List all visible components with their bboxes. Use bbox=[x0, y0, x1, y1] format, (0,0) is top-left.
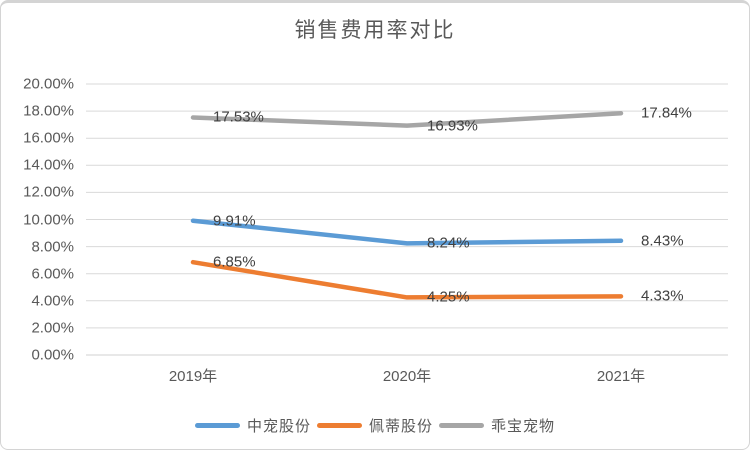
data-label: 16.93% bbox=[427, 117, 478, 135]
legend-label: 佩蒂股份 bbox=[368, 418, 433, 435]
y-axis-tick-label: 16.00% bbox=[23, 129, 74, 147]
legend-swatch-icon bbox=[194, 423, 240, 428]
data-label: 4.25% bbox=[427, 288, 470, 306]
data-label: 17.53% bbox=[213, 108, 264, 126]
y-axis-tick-label: 14.00% bbox=[23, 156, 74, 174]
data-label: 9.91% bbox=[213, 212, 256, 230]
data-label: 4.33% bbox=[641, 287, 684, 305]
y-axis-tick-label: 4.00% bbox=[31, 292, 74, 310]
legend-label: 中宠股份 bbox=[246, 418, 311, 435]
data-label: 8.24% bbox=[427, 234, 470, 252]
data-label: 6.85% bbox=[213, 253, 256, 271]
y-axis-tick-label: 12.00% bbox=[23, 183, 74, 201]
y-axis-tick-label: 18.00% bbox=[23, 102, 74, 120]
x-axis-category-label: 2019年 bbox=[168, 368, 218, 385]
y-axis-tick-label: 10.00% bbox=[23, 211, 74, 228]
legend-item-乖宝宠物[interactable]: 乖宝宠物 bbox=[439, 415, 555, 436]
y-axis-tick-label: 0.00% bbox=[31, 346, 74, 364]
series-line-佩蒂股份[interactable] bbox=[190, 259, 624, 300]
data-label: 8.43% bbox=[641, 232, 684, 250]
x-axis-category-label: 2020年 bbox=[382, 368, 432, 385]
chart-legend: 中宠股份 佩蒂股份 乖宝宠物 bbox=[1, 415, 749, 436]
legend-item-佩蒂股份[interactable]: 佩蒂股份 bbox=[316, 415, 433, 436]
y-axis-tick-label: 6.00% bbox=[31, 265, 74, 283]
series-line-中宠股份[interactable] bbox=[190, 218, 624, 246]
legend-label: 乖宝宠物 bbox=[491, 418, 556, 435]
legend-swatch-icon bbox=[439, 423, 484, 428]
y-axis-tick-label: 8.00% bbox=[31, 238, 74, 256]
line-chart-canvas bbox=[86, 83, 728, 356]
data-label: 17.84% bbox=[641, 104, 692, 122]
y-axis-tick-label: 2.00% bbox=[31, 319, 74, 337]
x-axis-category-label: 2021年 bbox=[596, 368, 646, 385]
chart-title: 销售费用率对比 bbox=[294, 19, 456, 42]
y-axis-tick-label: 20.00% bbox=[23, 75, 74, 93]
legend-swatch-icon bbox=[316, 423, 362, 428]
series-line-乖宝宠物[interactable] bbox=[190, 111, 624, 128]
legend-item-中宠股份[interactable]: 中宠股份 bbox=[194, 415, 311, 436]
